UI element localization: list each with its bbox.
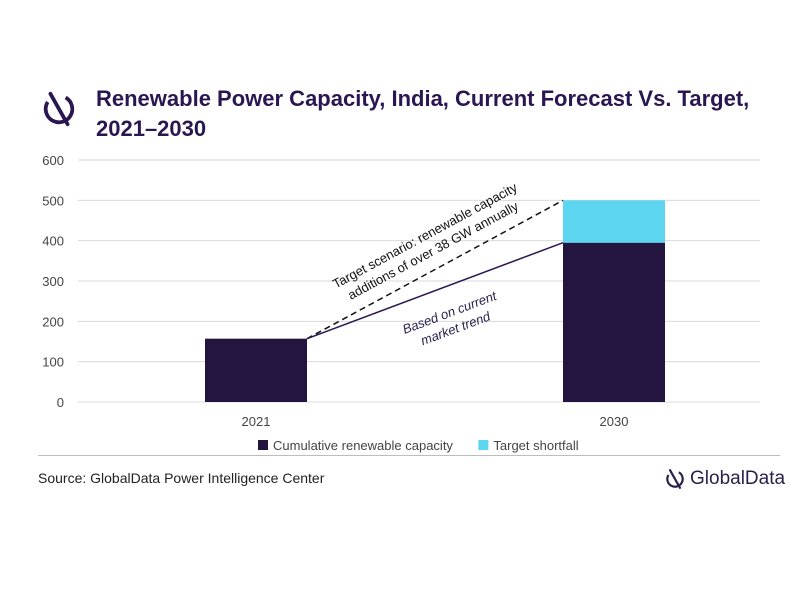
target-scenario-annotation: Target scenario: renewable capacityaddit… [330, 179, 521, 302]
legend-swatch [258, 440, 268, 450]
y-tick-label: 500 [42, 193, 64, 208]
x-tick-label: 2030 [600, 414, 629, 429]
y-tick-label: 100 [42, 355, 64, 370]
divider-line [38, 455, 780, 456]
brand-logo: GlobalData [664, 466, 794, 494]
brand-name: GlobalData [690, 468, 786, 489]
globaldata-brand-icon [666, 469, 684, 489]
target-scenario-line [306, 199, 564, 340]
y-tick-label: 400 [42, 234, 64, 249]
legend-label: Target shortfall [493, 438, 578, 453]
y-tick-label: 200 [42, 314, 64, 329]
bar-shortfall [563, 200, 665, 243]
chart-title: Renewable Power Capacity, India, Current… [96, 86, 750, 141]
y-tick-label: 600 [42, 153, 64, 168]
globaldata-logo-icon [43, 91, 75, 127]
x-tick-label: 2021 [242, 414, 271, 429]
bar-cumulative [205, 338, 307, 402]
y-tick-label: 300 [42, 274, 64, 289]
market-trend-line [306, 241, 564, 340]
legend-label: Cumulative renewable capacity [273, 438, 453, 453]
legend-swatch [478, 440, 489, 450]
title-block: Renewable Power Capacity, India, Current… [40, 84, 780, 144]
target-annotation-line: additions of over 38 GW annually [345, 198, 521, 302]
bar-cumulative [563, 242, 665, 402]
chart-area: 0 100 200 300 400 500 600 2021 2030 Target scenar… [42, 153, 760, 453]
y-tick-label: 0 [57, 395, 64, 410]
source-note: Source: GlobalData Power Intelligence Ce… [38, 470, 325, 486]
